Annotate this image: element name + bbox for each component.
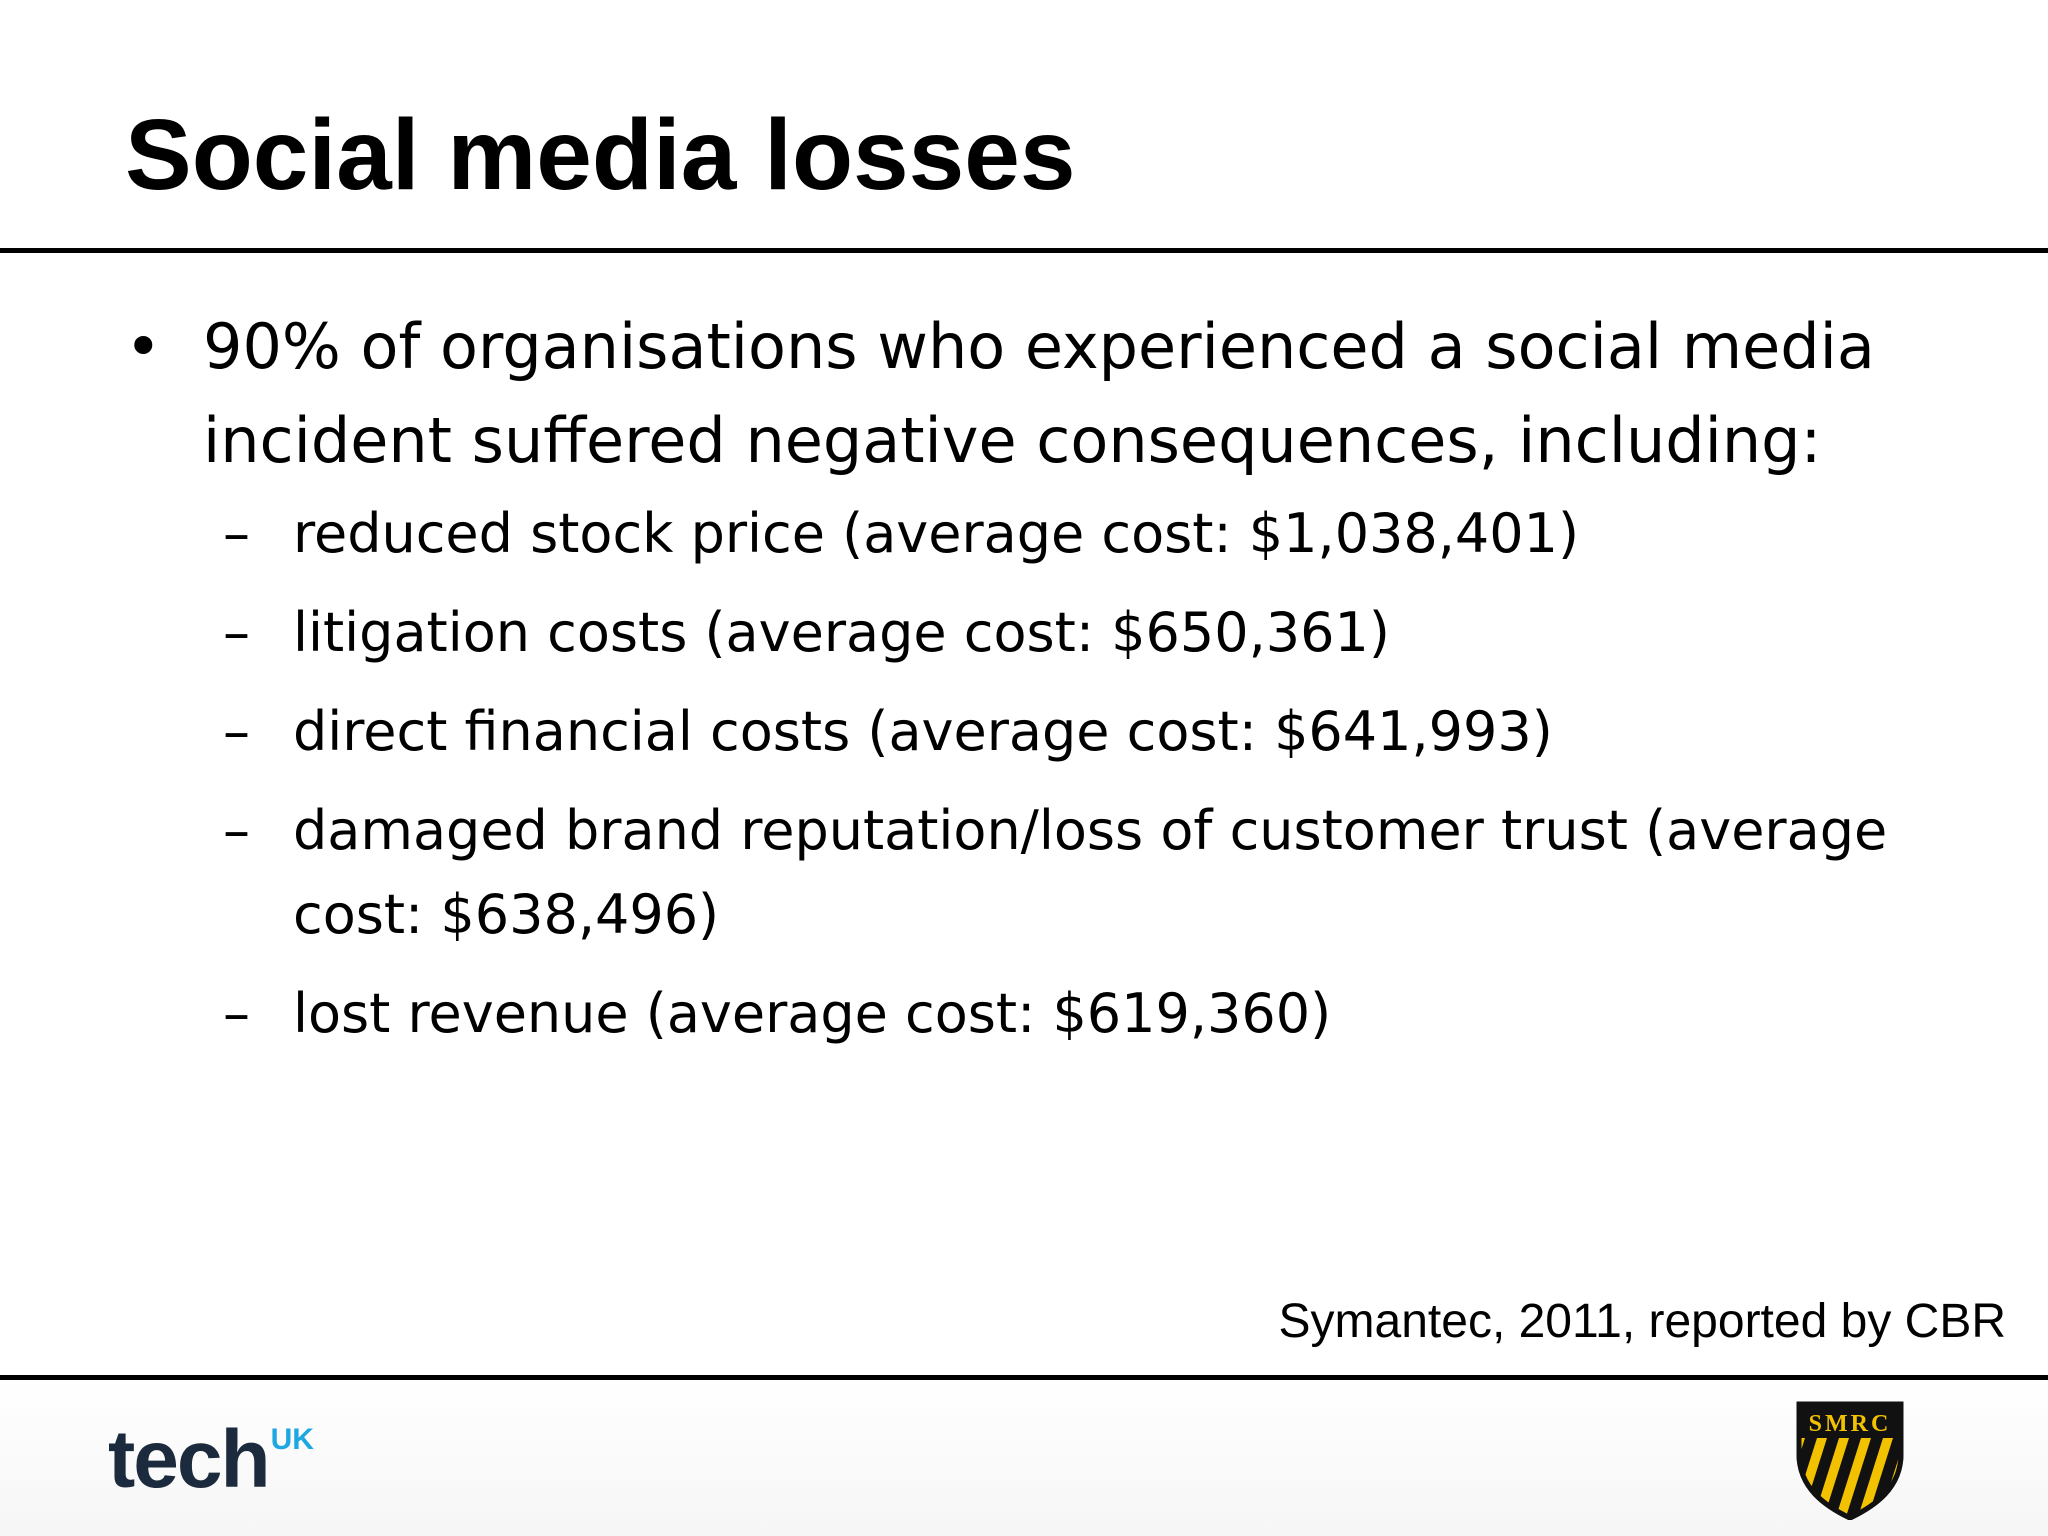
sub-bullet-text: reduced stock price (average cost: $1,03… <box>293 502 1580 565</box>
sub-bullet-list: – reduced stock price (average cost: $1,… <box>125 492 2005 1056</box>
source-citation: Symantec, 2011, reported by CBR <box>1278 1295 2006 1348</box>
footer-divider <box>0 1375 2048 1380</box>
dash-marker: – <box>223 700 250 763</box>
sub-bullet-item: – litigation costs (average cost: $650,3… <box>125 591 2005 675</box>
main-bullet: • 90% of organisations who experienced a… <box>125 300 2005 488</box>
techuk-logo-word: tech <box>108 1414 271 1505</box>
dash-marker: – <box>223 601 250 664</box>
dash-marker: – <box>223 799 250 862</box>
techuk-logo-superscript: UK <box>270 1423 314 1456</box>
techuk-logo-icon: techUK <box>108 1405 314 1515</box>
bullet-marker: • <box>125 310 162 383</box>
footer-band <box>0 1380 2048 1536</box>
smrc-shield-logo-icon: SMRC <box>1795 1400 1905 1521</box>
sub-bullet-item: – reduced stock price (average cost: $1,… <box>125 492 2005 576</box>
slide-content: • 90% of organisations who experienced a… <box>125 300 2005 1071</box>
smrc-logo-letters: SMRC <box>1809 1411 1892 1437</box>
sub-bullet-item: – damaged brand reputation/loss of custo… <box>125 789 2005 957</box>
sub-bullet-text: lost revenue (average cost: $619,360) <box>293 982 1332 1045</box>
sub-bullet-text: litigation costs (average cost: $650,361… <box>293 601 1390 664</box>
smrc-shield-svg: SMRC <box>1796 1401 1904 1521</box>
sub-bullet-text: damaged brand reputation/loss of custome… <box>293 799 1888 946</box>
slide-title: Social media losses <box>125 99 1076 211</box>
title-divider <box>0 248 2048 253</box>
sub-bullet-item: – direct financial costs (average cost: … <box>125 690 2005 774</box>
main-bullet-text: 90% of organisations who experienced a s… <box>203 310 1875 477</box>
sub-bullet-text: direct financial costs (average cost: $6… <box>293 700 1553 763</box>
sub-bullet-item: – lost revenue (average cost: $619,360) <box>125 972 2005 1056</box>
dash-marker: – <box>223 982 250 1045</box>
dash-marker: – <box>223 502 250 565</box>
